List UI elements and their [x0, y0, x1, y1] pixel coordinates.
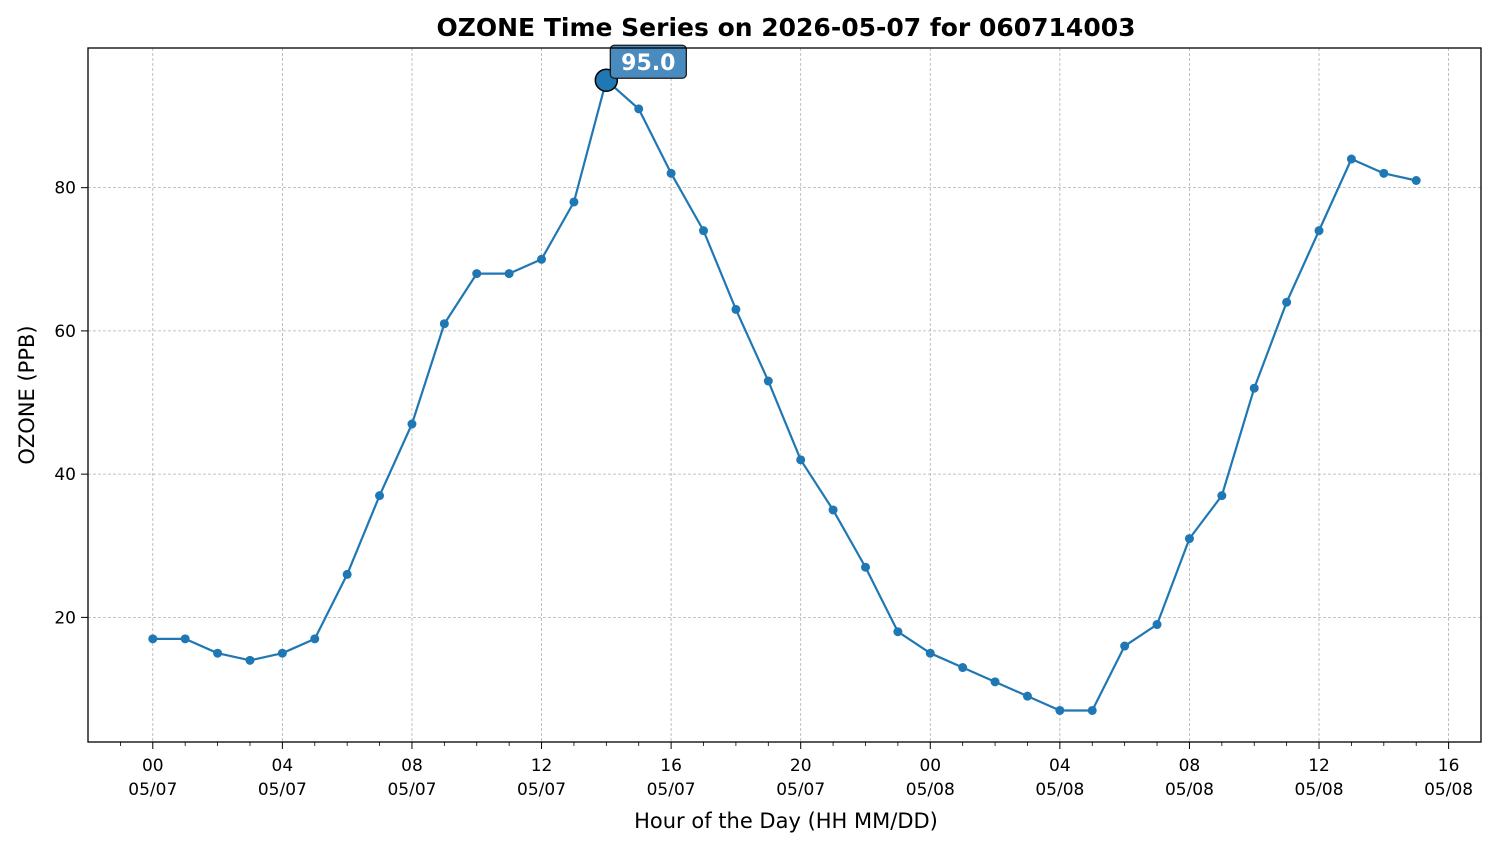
ozone-line [152, 79, 1417, 712]
y-axis-label: OZONE (PPB) [15, 325, 39, 464]
data-point [213, 648, 223, 658]
plot-frame [87, 47, 1482, 743]
data-point [180, 634, 190, 644]
data-point [1120, 641, 1130, 651]
data-point [925, 648, 935, 658]
data-point [277, 648, 287, 658]
data-point [958, 663, 968, 673]
data-point [472, 269, 482, 279]
x-tick-label-hour: 00 [919, 756, 941, 776]
x-tick-label-hour: 04 [272, 756, 294, 776]
data-point [666, 168, 676, 178]
data-point [634, 104, 644, 114]
x-tick-label-hour: 04 [1049, 756, 1071, 776]
data-series [152, 79, 1417, 712]
data-point [375, 491, 385, 501]
data-point [310, 634, 320, 644]
data-point [990, 677, 1000, 687]
data-point [860, 562, 870, 572]
data-point [504, 269, 514, 279]
x-axis-ticks: 00 05/07 04 05/07 08 05/07 12 05/07 16 05/07 20 05/… [119, 742, 1473, 800]
x-tick-label-date: 05/08 [906, 780, 955, 800]
x-axis-label: Hour of the Day (HH MM/DD) [634, 809, 938, 833]
x-tick-label-hour: 08 [401, 756, 423, 776]
x-tick-label-date: 05/07 [517, 780, 566, 800]
data-point [1249, 383, 1259, 393]
y-axis-ticks: 20 40 60 80 [54, 179, 88, 628]
x-tick-label-hour: 16 [660, 756, 682, 776]
x-tick-label-hour: 16 [1438, 756, 1460, 776]
y-tick-label: 40 [54, 465, 76, 485]
data-point [828, 505, 838, 515]
data-point [699, 226, 709, 236]
x-tick-label-date: 05/07 [647, 780, 696, 800]
data-point [537, 254, 547, 264]
data-point [1217, 491, 1227, 501]
peak-label: 95.0 [621, 51, 675, 76]
x-tick-label-hour: 08 [1179, 756, 1201, 776]
peak-label-box [609, 44, 687, 79]
data-point [569, 197, 579, 207]
data-point [407, 419, 417, 429]
grid-lines [88, 48, 1481, 742]
data-point [439, 319, 449, 329]
data-point [1282, 297, 1292, 307]
data-point [245, 655, 255, 665]
data-point [1184, 534, 1194, 544]
x-tick-label-date: 05/07 [258, 780, 307, 800]
data-point [1087, 705, 1097, 715]
y-tick-label: 60 [54, 322, 76, 342]
x-tick-label-hour: 12 [531, 756, 553, 776]
x-tick-label-hour: 00 [142, 756, 164, 776]
data-point [1055, 705, 1065, 715]
y-tick-label: 20 [54, 608, 76, 628]
data-point [1411, 175, 1421, 185]
x-tick-label-hour: 20 [790, 756, 812, 776]
peak-annotation: 95.0 [594, 44, 687, 92]
x-tick-label-date: 05/08 [1035, 780, 1084, 800]
x-tick-label-date: 05/08 [1165, 780, 1214, 800]
data-point [796, 455, 806, 465]
y-tick-label: 80 [54, 179, 76, 199]
data-point [731, 304, 741, 314]
data-point [1022, 691, 1032, 701]
x-tick-label-date: 05/07 [387, 780, 436, 800]
data-point [893, 627, 903, 637]
x-tick-label-date: 05/07 [128, 780, 177, 800]
data-point [1314, 226, 1324, 236]
data-point [342, 569, 352, 579]
x-tick-label-date: 05/08 [1295, 780, 1344, 800]
data-point [1152, 620, 1162, 630]
data-point [763, 376, 773, 386]
chart-title: OZONE Time Series on 2026-05-07 for 0607… [437, 13, 1136, 42]
data-point [148, 634, 158, 644]
data-point [1379, 168, 1389, 178]
x-tick-label-date: 05/08 [1424, 780, 1473, 800]
data-point [1346, 154, 1356, 164]
data-points [148, 75, 1421, 715]
x-tick-label-date: 05/07 [776, 780, 825, 800]
x-tick-label-hour: 12 [1308, 756, 1330, 776]
